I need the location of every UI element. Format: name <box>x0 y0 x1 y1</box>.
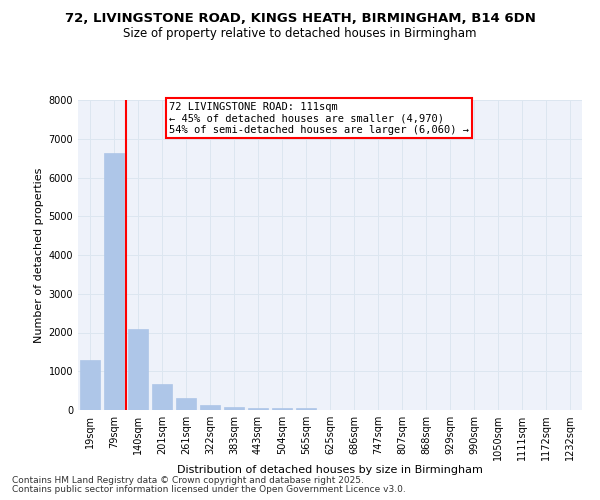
Bar <box>224 406 244 410</box>
Bar <box>200 404 220 410</box>
Text: 72 LIVINGSTONE ROAD: 111sqm
← 45% of detached houses are smaller (4,970)
54% of : 72 LIVINGSTONE ROAD: 111sqm ← 45% of det… <box>169 102 469 134</box>
Text: 72, LIVINGSTONE ROAD, KINGS HEATH, BIRMINGHAM, B14 6DN: 72, LIVINGSTONE ROAD, KINGS HEATH, BIRMI… <box>65 12 535 26</box>
Text: Contains HM Land Registry data © Crown copyright and database right 2025.: Contains HM Land Registry data © Crown c… <box>12 476 364 485</box>
Bar <box>152 384 172 410</box>
Y-axis label: Number of detached properties: Number of detached properties <box>34 168 44 342</box>
Text: Contains public sector information licensed under the Open Government Licence v3: Contains public sector information licen… <box>12 485 406 494</box>
Bar <box>248 408 268 410</box>
Bar <box>104 154 124 410</box>
X-axis label: Distribution of detached houses by size in Birmingham: Distribution of detached houses by size … <box>177 464 483 474</box>
Bar <box>272 408 292 410</box>
Text: Size of property relative to detached houses in Birmingham: Size of property relative to detached ho… <box>123 28 477 40</box>
Bar <box>176 398 196 410</box>
Bar <box>296 408 316 410</box>
Bar <box>128 330 148 410</box>
Bar <box>80 360 100 410</box>
